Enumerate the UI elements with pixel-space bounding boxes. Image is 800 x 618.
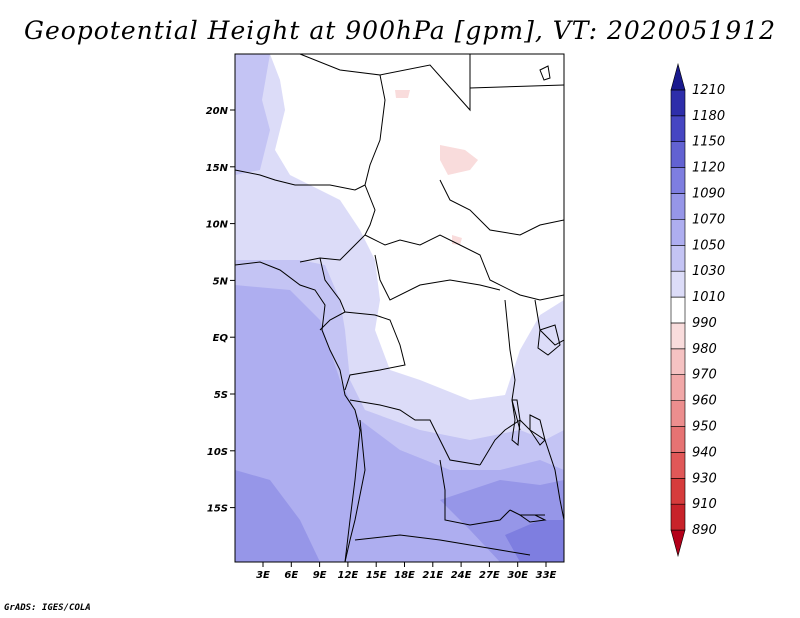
lon-tick-label: 27E: [479, 570, 500, 581]
colorbar-label: 1090: [692, 186, 725, 201]
colorbar: 890 910 930 940 950 960 970 980 990 1010 1030 1050 1…: [670, 62, 725, 558]
lat-tick-label: 15S: [207, 504, 228, 515]
lat-tick-label: 10N: [206, 220, 229, 231]
latitude-axis: 20N 15N 10N 5N EQ 5S 10S 15S: [206, 106, 235, 515]
colorbar-swatch: [670, 322, 686, 350]
colorbar-swatch: [670, 219, 686, 246]
white-region: [270, 54, 564, 400]
colorbar-label: 980: [692, 342, 717, 357]
lon-tick-label: 3E: [256, 570, 270, 581]
colorbar-swatch: [670, 244, 686, 272]
colorbar-label: 1150: [692, 135, 725, 150]
colorbar-swatch: [670, 62, 686, 91]
lon-tick-label: 15E: [366, 570, 387, 581]
map-frame: [234, 53, 565, 563]
colorbar-swatch: [670, 452, 686, 479]
colorbar-label: 890: [692, 523, 717, 538]
lon-tick-label: 21E: [422, 570, 443, 581]
colorbar-swatch: [670, 348, 686, 376]
colorbar-swatch: [670, 503, 686, 531]
colorbar-label: 1050: [692, 238, 725, 253]
colorbar-swatch: [670, 529, 686, 558]
lon-tick-label: 9E: [313, 570, 327, 581]
colorbar-swatch: [670, 400, 686, 427]
longitude-axis: 3E 6E 9E 12E 15E 18E 21E 24E 27E 30E 33E: [256, 562, 557, 581]
grads-credit: GrADS: IGES/COLA: [4, 603, 91, 613]
colorbar-swatch: [670, 141, 686, 168]
country-borders: [235, 54, 564, 562]
colorbar-swatch: [670, 270, 686, 298]
lat-tick-label: 10S: [207, 447, 228, 458]
lon-tick-label: 24E: [451, 570, 472, 581]
colorbar-swatch: [670, 426, 686, 453]
colorbar-label: 1010: [692, 290, 725, 305]
colorbar-swatch: [670, 478, 686, 505]
colorbar-swatch: [670, 115, 686, 142]
colorbar-label: 1210: [692, 83, 725, 98]
lat-tick-label: 5S: [214, 390, 228, 401]
lon-tick-label: 6E: [284, 570, 298, 581]
lon-tick-label: 33E: [536, 570, 557, 581]
shade-1090: [235, 470, 320, 562]
colorbar-label: 910: [692, 497, 717, 512]
colorbar-label: 940: [692, 445, 717, 460]
lat-tick-label: 20N: [206, 106, 229, 117]
colorbar-swatch: [670, 374, 686, 401]
colorbar-swatch: [670, 89, 686, 117]
height-field: [235, 54, 564, 562]
colorbar-label: 1030: [692, 264, 725, 279]
colorbar-label: 990: [692, 316, 717, 331]
lon-tick-label: 18E: [394, 570, 415, 581]
lat-tick-label: 5N: [213, 276, 229, 287]
lat-tick-label: EQ: [213, 333, 229, 344]
colorbar-label: 1070: [692, 212, 725, 227]
lat-tick-label: 15N: [206, 163, 229, 174]
colorbar-label: 1180: [692, 109, 725, 124]
colorbar-swatch: [670, 167, 686, 194]
colorbar-swatch: [670, 193, 686, 220]
colorbar-swatch: [670, 296, 686, 324]
colorbar-label: 960: [692, 394, 717, 409]
colorbar-label: 930: [692, 471, 717, 486]
plot-title: Geopotential Height at 900hPa [gpm], VT:…: [23, 16, 777, 45]
colorbar-label: 1120: [692, 161, 725, 176]
lon-tick-label: 30E: [507, 570, 528, 581]
colorbar-label: 970: [692, 368, 717, 383]
colorbar-label: 950: [692, 420, 717, 435]
lon-tick-label: 12E: [338, 570, 359, 581]
